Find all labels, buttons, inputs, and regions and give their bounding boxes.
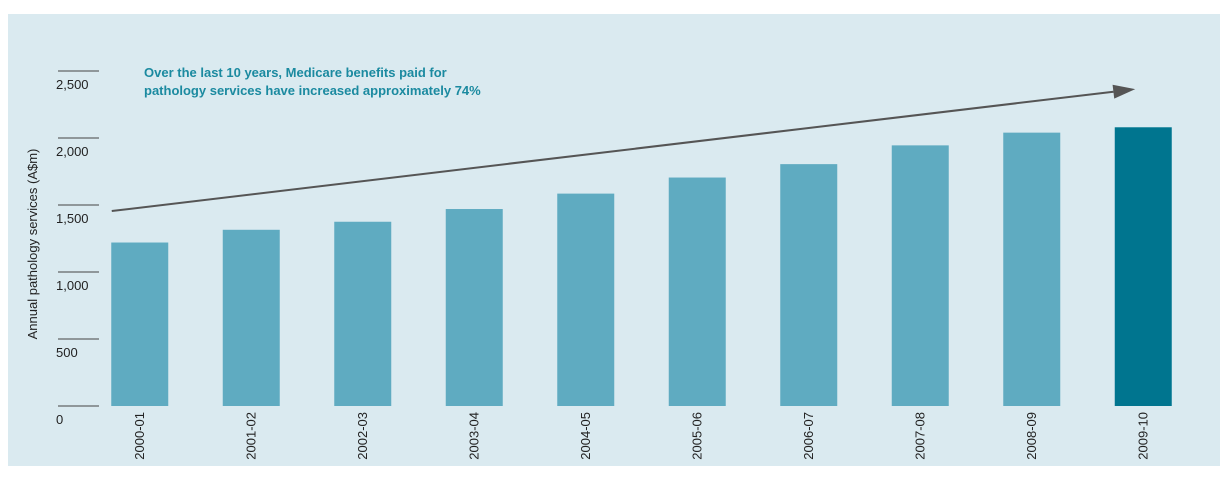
x-tick-label: 2006-07	[801, 412, 816, 460]
bars	[111, 127, 1172, 406]
x-tick-label: 2000-01	[132, 412, 147, 460]
y-tick-label: 500	[56, 345, 78, 360]
y-axis: 0 500 1,000 1,500 2,000 2,500	[56, 70, 99, 427]
x-tick-label: 2002-03	[355, 412, 370, 460]
x-tick-label: 2005-06	[689, 412, 704, 460]
bar-2000-01	[111, 242, 169, 406]
x-tick-label: 2004-05	[578, 412, 593, 460]
bar-2006-07	[780, 164, 838, 406]
bar-2004-05	[557, 193, 615, 406]
annotation-line-2: pathology services have increased approx…	[144, 83, 481, 98]
bar-2001-02	[222, 229, 280, 406]
y-tick-label: 2,500	[56, 77, 89, 92]
annotation-line-1: Over the last 10 years, Medicare benefit…	[144, 65, 447, 80]
y-tick-label: 0	[56, 412, 63, 427]
x-tick-label: 2009-10	[1135, 412, 1150, 460]
y-tick-label: 1,500	[56, 211, 89, 226]
bar-2005-06	[668, 177, 726, 406]
chart-panel: 0 500 1,000 1,500 2,000 2,500 2000-01 2001-02 2…	[8, 14, 1220, 466]
trend-arrow-line	[111, 90, 1114, 213]
y-tick-label: 2,000	[56, 144, 89, 159]
trend-arrow	[111, 84, 1136, 213]
bar-2002-03	[334, 221, 392, 406]
x-tick-label: 2003-04	[466, 412, 481, 460]
trend-arrow-head	[1112, 84, 1136, 99]
bar-2007-08	[891, 145, 949, 406]
bar-2003-04	[445, 209, 503, 406]
y-axis-label: Annual pathology services (A$m)	[25, 149, 40, 340]
bar-2008-09	[1003, 132, 1061, 406]
x-tick-label: 2007-08	[912, 412, 927, 460]
x-tick-label: 2008-09	[1024, 412, 1039, 460]
x-axis: 2000-01 2001-02 2002-03 2003-04 2004-05 2005-…	[132, 412, 1151, 460]
x-tick-label: 2001-02	[243, 412, 258, 460]
bar-2009-10	[1114, 127, 1172, 406]
y-tick-label: 1,000	[56, 278, 89, 293]
